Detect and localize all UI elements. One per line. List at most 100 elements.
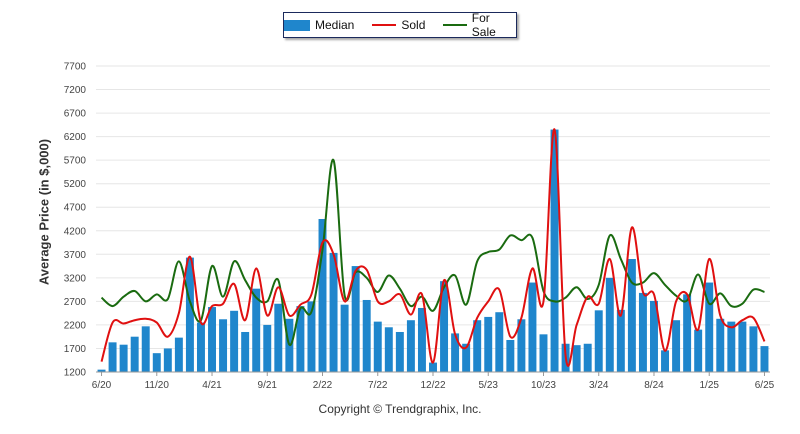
y-tick-label: 7700 <box>64 62 87 73</box>
median-bar <box>417 307 426 372</box>
x-tick-label: 9/21 <box>258 380 278 391</box>
median-bar <box>594 310 603 372</box>
median-bar <box>395 331 404 372</box>
x-tick-label: 12/22 <box>420 380 445 391</box>
for-sale-line <box>100 158 765 346</box>
median-bar <box>583 343 592 372</box>
x-tick-label: 4/21 <box>202 380 222 391</box>
x-tick-label: 11/20 <box>145 380 170 391</box>
y-tick-label: 6200 <box>64 132 87 143</box>
median-bar <box>296 306 305 372</box>
median-bar <box>694 329 703 372</box>
median-bar <box>241 331 250 372</box>
legend: Median Sold For Sale <box>283 11 517 39</box>
median-bar <box>429 362 437 372</box>
median-bar <box>550 129 559 372</box>
legend-label-sold: Sold <box>401 18 426 32</box>
y-tick-label: 1700 <box>64 344 87 355</box>
median-bar <box>638 292 647 372</box>
y-tick-label: 2700 <box>64 297 87 308</box>
median-bar <box>484 316 493 372</box>
x-tick-label: 10/23 <box>531 380 556 391</box>
median-bar <box>539 334 548 372</box>
median-bar <box>738 321 747 372</box>
for-sale-swatch <box>443 24 467 26</box>
y-tick-label: 5700 <box>64 156 87 167</box>
y-tick-label: 6700 <box>64 109 87 120</box>
median-bar <box>174 337 183 372</box>
median-bar <box>495 312 504 372</box>
y-tick-label: 4200 <box>64 226 87 237</box>
median-bar <box>406 320 415 372</box>
median-bar <box>661 350 670 372</box>
y-tick-label: 7200 <box>64 85 87 96</box>
median-bar <box>384 327 393 372</box>
median-bar <box>451 333 460 372</box>
sold-swatch <box>372 24 397 26</box>
median-bar <box>152 353 161 372</box>
median-bar <box>307 301 316 372</box>
median-bar <box>760 346 769 372</box>
median-bar <box>373 321 382 372</box>
median-bar <box>672 320 681 372</box>
median-bar <box>705 282 714 372</box>
median-bar <box>605 277 614 372</box>
median-bar <box>506 339 515 372</box>
median-bar <box>362 299 371 372</box>
y-tick-label: 1200 <box>64 368 87 379</box>
y-tick-label: 2200 <box>64 320 87 331</box>
y-tick-label: 5200 <box>64 179 87 190</box>
median-bar <box>329 252 338 372</box>
median-swatch <box>284 19 310 31</box>
median-bar <box>252 288 261 372</box>
median-bar <box>230 310 239 372</box>
median-bar <box>108 342 117 372</box>
median-bar <box>616 309 625 372</box>
legend-label-median: Median <box>315 18 355 32</box>
sold-line <box>100 128 766 367</box>
median-bar <box>263 324 272 372</box>
x-tick-label: 7/22 <box>368 380 388 391</box>
median-bar <box>141 326 150 372</box>
median-bar <box>528 282 537 372</box>
copyright-footer: Copyright © Trendgraphix, Inc. <box>318 402 482 416</box>
y-tick-label: 4700 <box>64 203 87 214</box>
median-bar <box>274 303 283 372</box>
median-bar <box>351 266 360 372</box>
median-bar <box>440 281 449 372</box>
median-bar <box>97 369 106 372</box>
median-bar <box>683 294 692 372</box>
x-tick-label: 6/20 <box>92 380 112 391</box>
median-bar <box>196 322 205 372</box>
x-tick-label: 1/25 <box>699 380 719 391</box>
legend-label-for-sale: For Sale <box>471 11 496 39</box>
y-tick-label: 3700 <box>64 250 87 261</box>
median-bar <box>318 219 327 372</box>
x-tick-label: 6/25 <box>755 380 775 391</box>
median-bar <box>462 343 471 372</box>
median-bar <box>650 300 658 372</box>
median-bar <box>185 257 194 372</box>
x-tick-label: 5/23 <box>479 380 499 391</box>
median-bar <box>716 318 725 372</box>
median-bar <box>163 348 172 372</box>
median-bar <box>340 304 349 372</box>
median-bar <box>749 326 758 372</box>
median-bar <box>473 320 482 372</box>
legend-item-for-sale[interactable]: For Sale <box>443 11 516 39</box>
median-bar <box>627 259 636 372</box>
median-bar <box>130 336 139 372</box>
median-bar <box>517 319 526 372</box>
x-tick-label: 3/24 <box>589 380 609 391</box>
x-tick-label: 8/24 <box>644 380 664 391</box>
median-bar <box>572 345 581 372</box>
median-bar <box>727 321 736 372</box>
median-bar <box>208 307 216 372</box>
legend-item-sold[interactable]: Sold <box>372 18 425 32</box>
median-bar <box>119 344 128 372</box>
legend-item-median[interactable]: Median <box>284 18 354 32</box>
x-tick-label: 2/22 <box>313 380 333 391</box>
y-tick-label: 3200 <box>64 273 87 284</box>
